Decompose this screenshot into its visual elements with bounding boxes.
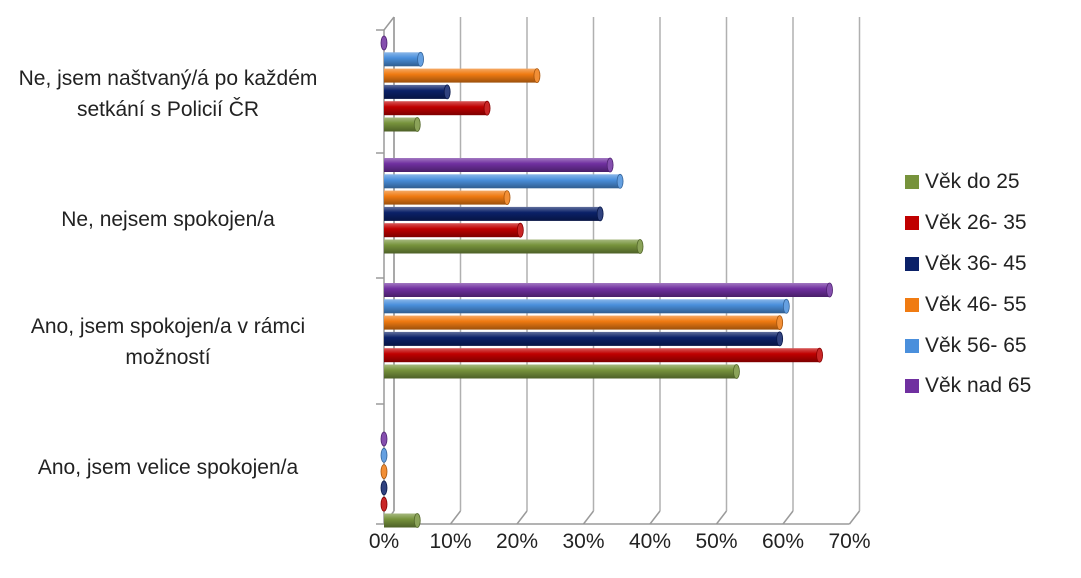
floor-gridline [848,510,861,525]
legend-item: Věk 26- 35 [905,203,1031,244]
legend-swatch [905,297,919,312]
category-label-line: Ano, jsem spokojen/a v rámci [30,315,306,338]
bar-cap [380,496,388,512]
legend-swatch [905,216,919,231]
bar-cap [443,84,451,100]
x-tick-label: 70% [828,530,871,553]
category-label-line: Ano, jsem velice spokojen/a [37,455,299,479]
category-label-line: Ne, jsem naštvaný/á po každém [18,67,318,90]
bar-cap [503,190,511,206]
bar-cap [616,173,624,189]
bar-cap [776,315,784,331]
bar-cap [826,282,833,298]
bar [384,331,780,346]
legend-label: Věk 26- 35 [925,211,1027,235]
category-label: Ne, jsem naštvaný/á po každém setkání s P… [0,63,358,125]
legend-item: Věk 36- 45 [905,244,1031,285]
legend-label: Věk 36- 45 [925,251,1027,275]
legend-item: Věk 56- 65 [905,325,1031,366]
legend-swatch [905,379,919,394]
floor-gridline [516,510,528,525]
bar-cap [606,157,614,173]
floor-gridline [649,510,661,525]
bar [384,174,621,189]
x-tick-label: 50% [695,530,738,553]
x-tick-label: 10% [429,530,472,553]
x-tick-label: 0% [368,530,400,553]
bar [384,239,641,254]
legend-swatch [905,256,919,271]
bar-cap [516,222,524,238]
bar-cap [413,117,421,132]
x-tick-label: 60% [761,530,805,553]
bar-cap [596,206,604,222]
category-label-line: Ne, nejsem spokojen/a [61,207,275,231]
bar-cap [733,364,740,379]
bar [384,513,418,528]
legend-label: Věk 46- 55 [925,292,1027,316]
legend-swatch [905,175,919,190]
bar-cap [636,239,644,254]
bar [384,101,488,116]
bar [384,299,787,314]
bar-cap [380,35,388,51]
bar [384,348,820,363]
legend-item: Věk 46- 55 [905,284,1031,325]
bar [384,283,830,297]
legend-label: Věk do 25 [925,170,1020,194]
floor-gridline [449,510,462,525]
bar [384,117,418,132]
category-label: Ne, nejsem spokojen/a [0,204,358,235]
category-label-line: možností [125,346,211,369]
bar-cap [417,51,424,67]
bar [384,52,421,67]
bar [384,84,448,99]
floor-gridline [782,510,794,525]
bar-cap [380,447,388,463]
legend-label: Věk nad 65 [925,374,1032,398]
category-label-line: setkání s Policií ČR [76,98,260,121]
x-tick-label: 40% [628,530,672,553]
bar [384,223,521,238]
bar-cap [380,431,388,447]
bar [384,190,508,205]
bar-cap [380,480,388,496]
bar [384,68,537,83]
bar-cap [413,513,421,528]
x-tick-label: 20% [495,530,539,553]
category-label: Ano, jsem velice spokojen/a [0,452,358,483]
bar-cap [776,331,784,347]
y-axis-top-edge [383,16,395,31]
legend-label: Věk 56- 65 [925,333,1027,357]
category-label: Ano, jsem spokojen/a v rámci možností [0,311,358,373]
bar-cap [533,68,541,83]
bar [384,158,611,172]
bar-cap [483,100,491,116]
bar-cap [380,464,388,480]
bar [384,206,601,221]
legend-item: Věk nad 65 [905,366,1031,407]
floor-gridline [582,510,595,525]
bar-cap [782,298,790,314]
legend-item: Věk do 25 [905,162,1031,203]
bar [384,364,737,379]
bar [384,315,780,330]
x-tick-label: 30% [562,530,605,553]
bar-cap [816,347,823,363]
legend-swatch [905,338,919,353]
floor-gridline [715,510,728,525]
legend: Věk do 25 Věk 26- 35 Věk 36- 45 Věk 46- 55 V… [905,162,1031,407]
